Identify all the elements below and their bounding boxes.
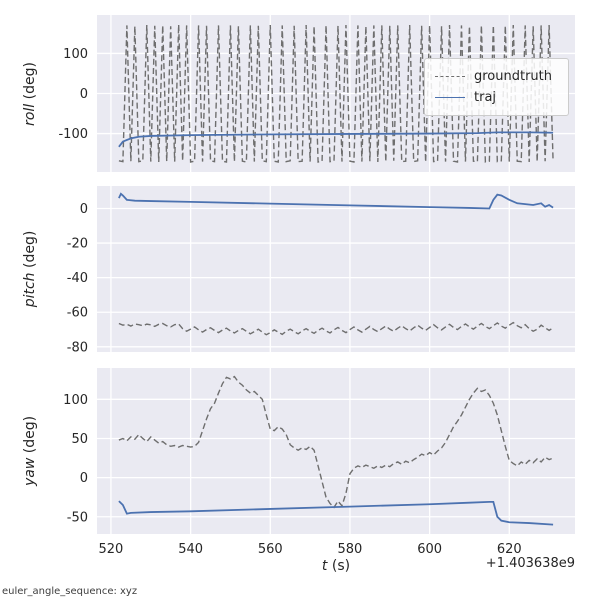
svg-text:600: 600 <box>417 542 442 557</box>
x-axis-label: t (s) <box>322 558 350 574</box>
legend-entry-groundtruth: groundtruth <box>435 66 558 87</box>
svg-text:-40: -40 <box>67 271 88 286</box>
yaw-axis-label-word: yaw <box>22 457 38 487</box>
svg-text:0: 0 <box>80 87 88 102</box>
pitch-axis-label-unit: (deg) <box>22 230 38 273</box>
x-axis-label-unit: (s) <box>327 558 351 574</box>
svg-text:100: 100 <box>63 393 88 408</box>
x-axis-label-word: t <box>321 558 328 574</box>
svg-text:0: 0 <box>80 471 88 486</box>
footer-note: euler_angle_sequence: xyz <box>2 586 138 597</box>
svg-text:520: 520 <box>99 542 124 557</box>
x-axis-offset-text: +1.403638e9 <box>485 556 575 571</box>
roll-axis-label-unit: (deg) <box>22 61 38 104</box>
svg-text:560: 560 <box>258 542 283 557</box>
roll-axis-label: roll (deg) <box>22 62 38 126</box>
svg-text:540: 540 <box>178 542 203 557</box>
svg-text:-80: -80 <box>67 340 88 355</box>
legend-label-traj: traj <box>474 90 497 105</box>
svg-text:-20: -20 <box>67 237 88 252</box>
yaw-axis-label-unit: (deg) <box>22 415 38 458</box>
svg-text:-60: -60 <box>67 306 88 321</box>
svg-text:-100: -100 <box>58 127 88 142</box>
traj-line-sample-icon <box>435 97 465 98</box>
yaw-axis-label: yaw (deg) <box>22 416 38 486</box>
legend: groundtruth traj <box>424 58 569 116</box>
roll-axis-label-word: roll <box>22 103 38 126</box>
svg-text:580: 580 <box>338 542 363 557</box>
svg-text:620: 620 <box>497 542 522 557</box>
svg-text:0: 0 <box>80 202 88 217</box>
legend-entry-traj: traj <box>435 87 558 108</box>
pitch-axis-label-word: pitch <box>22 272 38 308</box>
legend-label-groundtruth: groundtruth <box>474 69 553 84</box>
pitch-axis-label: pitch (deg) <box>22 231 38 308</box>
svg-text:100: 100 <box>63 47 88 62</box>
svg-text:50: 50 <box>71 432 88 447</box>
groundtruth-line-sample-icon <box>435 76 465 77</box>
svg-text:-50: -50 <box>67 510 88 525</box>
